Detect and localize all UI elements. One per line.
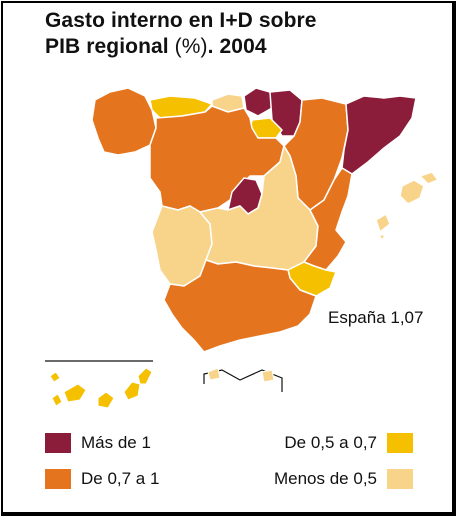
legend-label: De 0,5 a 0,7 bbox=[284, 433, 377, 452]
region-comunidad-valenciana[interactable] bbox=[303, 167, 353, 271]
legend-label: Menos de 0,5 bbox=[273, 469, 377, 488]
region-andalucia[interactable] bbox=[163, 259, 317, 353]
region-galicia[interactable] bbox=[91, 87, 157, 156]
canarias-islands bbox=[49, 367, 153, 409]
legend-swatch bbox=[45, 433, 71, 453]
map-title: Gasto interno en I+D sobre PIB regional … bbox=[45, 8, 317, 60]
region-ceuta[interactable] bbox=[207, 367, 221, 381]
title-line-1: Gasto interno en I+D sobre bbox=[45, 9, 317, 32]
region-cataluna[interactable] bbox=[341, 95, 417, 175]
region-melilla[interactable] bbox=[261, 369, 275, 383]
region-canarias-6[interactable] bbox=[137, 367, 153, 385]
region-pais-vasco[interactable] bbox=[243, 87, 273, 117]
legend-label: Más de 1 bbox=[81, 433, 151, 452]
legend-item-mas-de-1: Más de 1 bbox=[45, 433, 151, 453]
legend-label: De 0,7 a 1 bbox=[81, 469, 160, 488]
region-canarias-4[interactable] bbox=[97, 391, 115, 409]
legend-swatch bbox=[387, 469, 413, 489]
region-canarias-2[interactable] bbox=[51, 393, 63, 407]
legend-swatch bbox=[45, 469, 71, 489]
spain-national-value: España 1,07 bbox=[328, 308, 424, 327]
region-baleares-formentera[interactable] bbox=[377, 233, 385, 241]
legend-item-de-05-a-07: De 0,5 a 0,7 bbox=[284, 433, 413, 453]
legend-item-menos-de-05: Menos de 0,5 bbox=[274, 469, 413, 489]
legend-swatch bbox=[387, 433, 413, 453]
legend-item-de-07-a-1: De 0,7 a 1 bbox=[45, 469, 159, 489]
title-line-2: PIB regional (%). 2004 bbox=[45, 35, 267, 58]
region-baleares-ibiza[interactable] bbox=[375, 213, 391, 233]
ceuta-melilla-inset bbox=[203, 369, 283, 392]
region-canarias-5[interactable] bbox=[123, 381, 141, 401]
region-castilla-leon[interactable] bbox=[149, 105, 285, 213]
region-baleares-menorca[interactable] bbox=[419, 171, 439, 185]
region-canarias-3[interactable] bbox=[63, 383, 87, 403]
region-canarias-1[interactable] bbox=[49, 371, 61, 383]
region-baleares-mallorca[interactable] bbox=[399, 179, 425, 205]
